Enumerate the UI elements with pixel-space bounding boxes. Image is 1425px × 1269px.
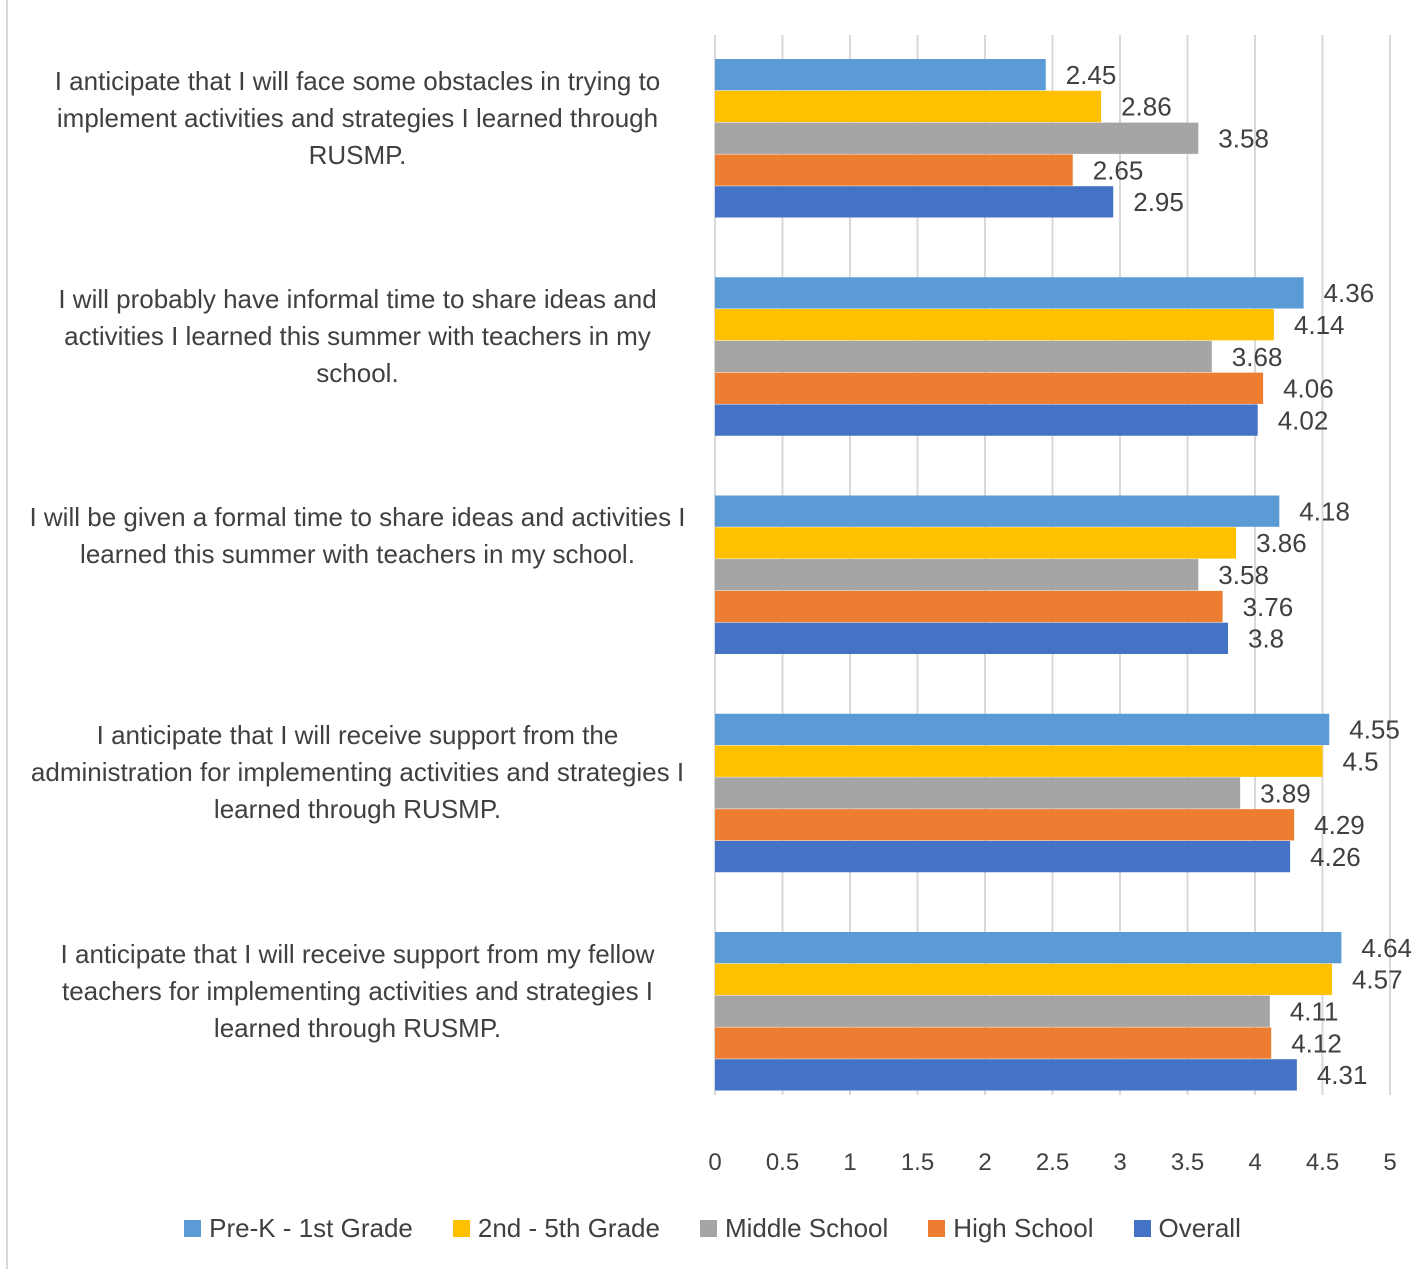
bar bbox=[715, 559, 1199, 591]
bar bbox=[715, 90, 1102, 123]
data-label: 3.76 bbox=[1243, 592, 1294, 622]
legend-swatch bbox=[928, 1219, 946, 1237]
legend-item: Middle School bbox=[699, 1212, 889, 1244]
legend-swatch bbox=[699, 1219, 717, 1237]
category-label: I will be given a formal time to share i… bbox=[29, 502, 686, 569]
tick-label: 4 bbox=[1248, 1149, 1261, 1176]
data-label: 3.86 bbox=[1256, 528, 1307, 558]
legend-label: Overall bbox=[1158, 1212, 1241, 1243]
data-label: 4.26 bbox=[1310, 842, 1361, 872]
bar bbox=[715, 809, 1295, 841]
tick-label: 4.5 bbox=[1306, 1149, 1339, 1176]
data-label: 4.31 bbox=[1317, 1060, 1368, 1090]
tick-label: 2 bbox=[978, 1149, 991, 1176]
bar bbox=[715, 122, 1199, 154]
bar bbox=[715, 372, 1264, 404]
legend-label: Pre-K - 1st Grade bbox=[209, 1212, 413, 1243]
tick-label: 5 bbox=[1383, 1149, 1396, 1176]
bar bbox=[715, 154, 1073, 186]
data-label: 4.06 bbox=[1283, 374, 1334, 404]
legend-swatch bbox=[1133, 1219, 1151, 1237]
data-label: 2.95 bbox=[1133, 187, 1184, 217]
legend: Pre-K - 1st Grade 2nd - 5th Grade Middle S… bbox=[0, 1208, 1425, 1248]
data-label: 4.18 bbox=[1299, 496, 1350, 526]
legend-swatch bbox=[452, 1219, 470, 1237]
data-label: 4.36 bbox=[1324, 278, 1375, 308]
bar bbox=[715, 59, 1046, 91]
bar bbox=[715, 995, 1270, 1027]
bar bbox=[715, 309, 1274, 341]
category-label: I anticipate that I will face some obsta… bbox=[54, 65, 661, 170]
data-label: 3.58 bbox=[1218, 124, 1269, 154]
tick-label: 3.5 bbox=[1171, 1149, 1204, 1176]
data-label: 4.11 bbox=[1290, 997, 1339, 1027]
data-label: 4.5 bbox=[1343, 746, 1379, 776]
legend-item: Pre-K - 1st Grade bbox=[184, 1213, 413, 1244]
bar bbox=[715, 277, 1304, 309]
data-label: 3.89 bbox=[1260, 778, 1311, 808]
legend-label: High School bbox=[953, 1212, 1094, 1243]
bar bbox=[715, 932, 1342, 964]
bar bbox=[715, 745, 1323, 777]
category-label: I anticipate that I will receive support… bbox=[60, 938, 655, 1043]
tick-label: 0 bbox=[708, 1149, 721, 1176]
category-label: I anticipate that I will receive support… bbox=[30, 720, 685, 825]
data-label: 2.86 bbox=[1121, 92, 1172, 122]
data-label: 4.02 bbox=[1278, 405, 1329, 435]
bar bbox=[715, 404, 1258, 436]
data-label: 2.45 bbox=[1066, 60, 1117, 90]
bar bbox=[715, 713, 1330, 746]
bar bbox=[715, 840, 1291, 873]
tick-label: 3 bbox=[1113, 1149, 1126, 1176]
data-label: 3.8 bbox=[1248, 624, 1284, 654]
data-label: 4.12 bbox=[1291, 1028, 1342, 1058]
chart-border bbox=[6, 0, 8, 1269]
bar bbox=[715, 963, 1332, 996]
tick-label: 1.5 bbox=[901, 1149, 934, 1176]
legend-label: 2nd - 5th Grade bbox=[477, 1212, 660, 1243]
data-label: 4.64 bbox=[1361, 933, 1412, 963]
tick-label: 1 bbox=[843, 1149, 856, 1176]
bar bbox=[715, 495, 1280, 527]
bar bbox=[715, 1027, 1272, 1059]
legend-swatch bbox=[184, 1219, 202, 1237]
data-label: 4.57 bbox=[1352, 965, 1403, 995]
legend-item: Overall bbox=[1133, 1212, 1241, 1244]
bar bbox=[715, 527, 1237, 559]
bar bbox=[715, 1059, 1297, 1091]
tick-label: 2.5 bbox=[1036, 1149, 1069, 1176]
bar bbox=[715, 340, 1212, 373]
data-label: 3.58 bbox=[1218, 560, 1269, 590]
bar bbox=[715, 186, 1114, 218]
data-label: 3.68 bbox=[1232, 342, 1283, 372]
bar bbox=[715, 590, 1223, 623]
tick-label: 0.5 bbox=[766, 1149, 799, 1176]
data-label: 4.29 bbox=[1314, 810, 1365, 840]
legend-item: High School bbox=[928, 1212, 1094, 1244]
legend-item: 2nd - 5th Grade bbox=[452, 1212, 660, 1244]
data-label: 2.65 bbox=[1093, 155, 1144, 185]
bar bbox=[715, 622, 1228, 654]
data-label: 4.55 bbox=[1349, 715, 1400, 745]
bar bbox=[715, 777, 1241, 809]
legend-label: Middle School bbox=[724, 1212, 889, 1243]
category-label: I will probably have informal time to sh… bbox=[58, 283, 657, 388]
data-label: 4.14 bbox=[1294, 310, 1345, 340]
